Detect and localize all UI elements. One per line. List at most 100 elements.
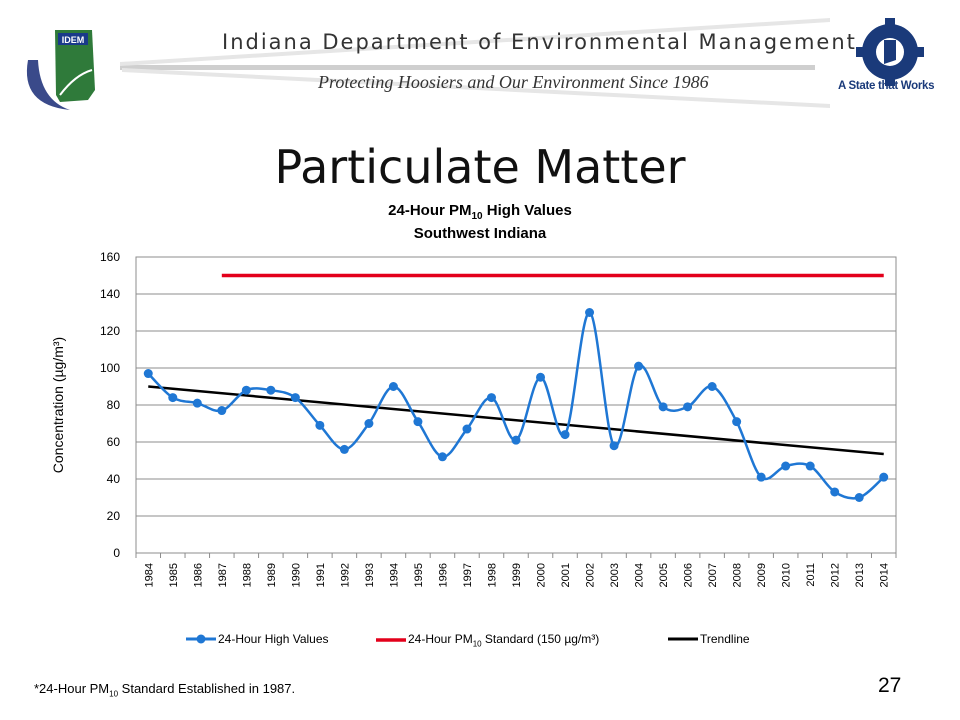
legend-label-standard: 24-Hour PM10 Standard (150 µg/m³) [408,632,599,648]
logo-swoosh [26,60,70,110]
x-tick-label: 2008 [732,563,744,587]
high-values-point [830,487,840,497]
high-values-point [658,402,668,412]
high-values-point [805,461,815,471]
state-gear-icon [856,18,924,86]
x-tick-label: 2014 [879,563,891,587]
y-tick-label: 120 [100,324,120,338]
high-values-point [192,398,202,408]
x-tick-label: 2000 [536,563,548,587]
high-values-point [290,393,300,403]
footnote-sub: 10 [109,689,119,699]
x-tick-label: 2002 [585,563,597,587]
y-tick-label: 20 [107,509,121,523]
footnote-post: Standard Established in 1987. [118,681,296,696]
x-tick-label: 1991 [315,563,327,587]
x-tick-label: 1992 [339,563,351,587]
high-values-point [609,441,619,451]
logo-road [59,69,93,96]
x-tick-label: 2003 [609,563,621,587]
x-tick-label: 2011 [805,563,817,587]
banner-graphics: IDEM [26,18,924,110]
banner-band [120,65,815,70]
high-values-point [339,444,349,454]
high-values-point [560,430,570,440]
y-tick-label: 60 [107,435,121,449]
x-tick-label: 2005 [658,563,670,587]
trendline [148,385,884,456]
high-values-point [168,393,178,403]
high-values-point [241,385,251,395]
legend-item-standard: 24-Hour PM10 Standard (150 µg/m³) [376,632,599,648]
high-values-point [486,393,496,403]
y-tick-label: 160 [100,250,120,264]
x-tick-label: 1997 [462,563,474,587]
x-tick-label: 1994 [388,563,400,587]
high-values-point [536,372,546,382]
x-tick-label: 2009 [756,563,768,587]
x-tick-label: 1990 [290,563,302,587]
high-values-point [683,402,693,412]
legend-swatch-standard [376,638,406,642]
x-tick-label: 1987 [217,563,229,587]
high-values-point [437,452,447,462]
high-values-point [781,461,791,471]
chart-title-pre: 24-Hour PM [388,202,472,219]
x-tick-label: 1999 [511,563,523,587]
legend-item-trendline: Trendline [668,632,750,646]
x-tick-label: 1998 [486,563,498,587]
x-tick-label: 2010 [781,563,793,587]
x-tick-label: 2006 [683,563,695,587]
legend-swatch-high-values [186,634,216,644]
state-slogan: A State that Works [838,80,935,92]
x-tick-label: 2007 [707,563,719,587]
high-values-point [511,435,521,445]
legend-label-trendline: Trendline [700,632,750,646]
high-values-point [388,382,398,391]
high-values-point [315,420,325,430]
chart-subtitle: Southwest Indiana [413,225,547,242]
high-values-point [413,417,423,427]
agency-tagline: Protecting Hoosiers and Our Environment … [318,72,709,92]
x-tick-label: 1996 [437,563,449,587]
y-tick-label: 100 [100,361,120,375]
x-tick-label: 1985 [168,563,180,587]
legend-swatch-trendline [668,637,698,641]
high-values-point [462,424,472,434]
high-values-point [854,493,864,502]
legend-item-high-values: 24-Hour High Values [186,632,329,646]
plot-area-border [135,256,897,554]
x-tick-label: 1989 [266,563,278,587]
footnote-pre: *24-Hour PM [34,681,110,696]
x-tick-label: 1993 [364,563,376,587]
high-values-point [707,382,717,391]
y-tick-label: 40 [107,472,121,486]
high-values-point [364,419,374,428]
chart-title: 24-Hour PM10 High Values [0,202,960,222]
legend-standard-sub: 10 [472,639,482,649]
x-tick-label: 1995 [413,563,425,587]
idem-logo [26,30,95,110]
high-values-point [217,406,227,416]
x-tick-label: 1984 [143,563,155,587]
footnote: *24-Hour PM10 Standard Established in 19… [34,681,295,699]
indiana-shape-icon [55,30,95,102]
high-values-point [143,369,153,379]
high-values-point [266,385,276,395]
slide-title: Particulate Matter [274,140,686,194]
y-tick-label: 140 [100,287,120,301]
high-values-point [879,472,889,482]
high-values-point [756,472,766,482]
y-tick-label: 80 [107,398,121,412]
agency-name: Indiana Department of Environmental Mana… [222,30,857,54]
x-tick-label: 1988 [241,563,253,587]
x-tick-label: 1986 [192,563,204,587]
x-tick-label: 2013 [854,563,866,587]
chart-title-post: High Values [482,202,572,219]
legend-standard-post: Standard (150 µg/m³) [481,632,600,646]
banner-swoosh-bottom [122,68,830,108]
x-tick-label: 2004 [634,563,646,587]
page-number: 27 [878,674,902,697]
banner-swoosh-top [120,18,830,66]
